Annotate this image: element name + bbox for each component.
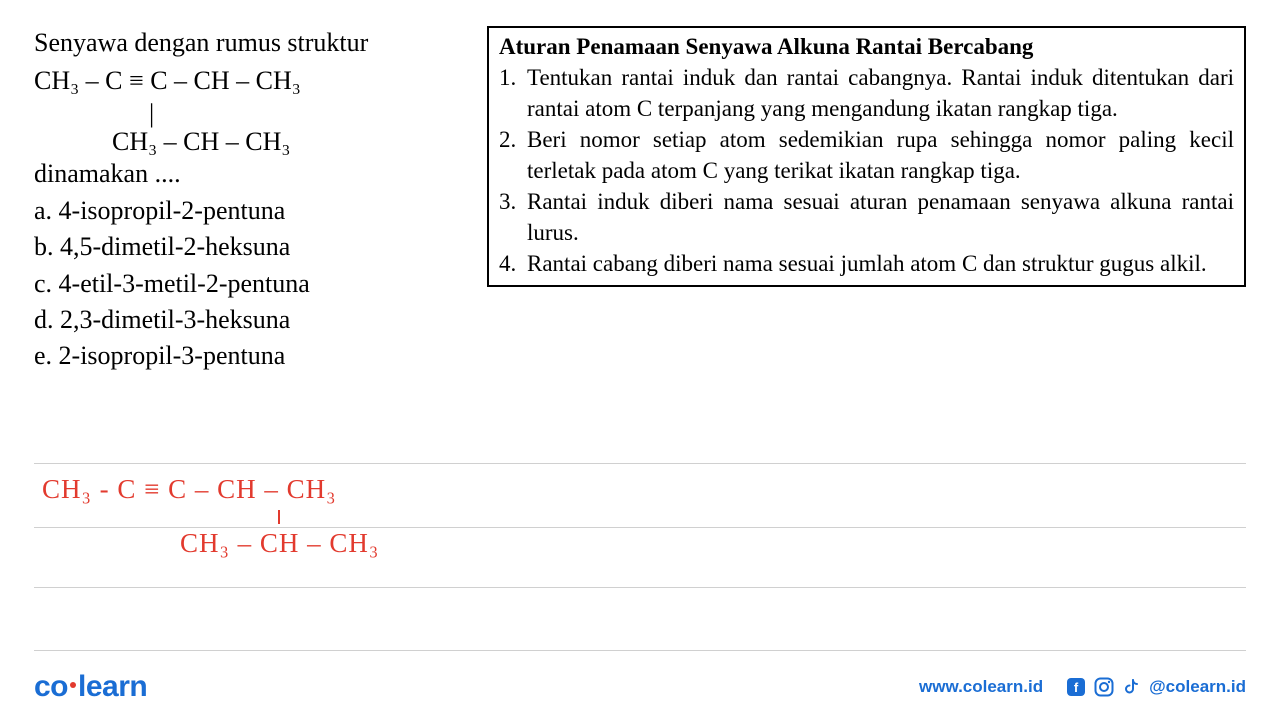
rule-2: 2.Beri nomor setiap atom sedemikian rupa… bbox=[499, 124, 1234, 186]
handwritten-formula-line-2: CH₃ – CH – CH₃ bbox=[180, 528, 379, 559]
rule-3: 3.Rantai induk diberi nama sesuai aturan… bbox=[499, 186, 1234, 248]
logo-co: co bbox=[34, 670, 68, 703]
rule-4: 4.Rantai cabang diberi nama sesuai jumla… bbox=[499, 248, 1234, 279]
rule-text: Beri nomor setiap atom sedemikian rupa s… bbox=[527, 124, 1234, 186]
main-content: Senyawa dengan rumus struktur CH₃ – C ≡ … bbox=[0, 0, 1280, 375]
rules-column: Aturan Penamaan Senyawa Alkuna Rantai Be… bbox=[487, 26, 1246, 375]
option-e: e. 2-isopropil-3-pentuna bbox=[34, 338, 479, 374]
formula-bond-bar: | bbox=[34, 100, 479, 129]
svg-text:f: f bbox=[1074, 680, 1079, 695]
website-url: www.colearn.id bbox=[919, 677, 1043, 697]
ruled-line bbox=[34, 587, 1246, 588]
facebook-icon: f bbox=[1065, 676, 1087, 698]
footer: colearn www.colearn.id f @colearn.id bbox=[34, 670, 1246, 704]
rules-list: 1.Tentukan rantai induk dan rantai caban… bbox=[499, 62, 1234, 279]
handwritten-bond-mark bbox=[278, 510, 280, 524]
rule-number: 1. bbox=[499, 62, 527, 124]
instagram-icon bbox=[1093, 676, 1115, 698]
formula-line-2: CH₃ – CH – CH₃ bbox=[34, 128, 479, 157]
rule-number: 3. bbox=[499, 186, 527, 248]
ruled-line bbox=[34, 650, 1246, 651]
handwritten-formula-line-1: CH₃ - C ≡ C – CH – CH₃ bbox=[42, 474, 337, 505]
rule-number: 4. bbox=[499, 248, 527, 279]
rules-box: Aturan Penamaan Senyawa Alkuna Rantai Be… bbox=[487, 26, 1246, 287]
ruled-line bbox=[34, 463, 1246, 464]
option-d: d. 2,3-dimetil-3-heksuna bbox=[34, 302, 479, 338]
rule-text: Rantai cabang diberi nama sesuai jumlah … bbox=[527, 248, 1234, 279]
option-c: c. 4-etil-3-metil-2-pentuna bbox=[34, 266, 479, 302]
colearn-logo: colearn bbox=[34, 670, 147, 704]
footer-right: www.colearn.id f @colearn.id bbox=[919, 676, 1246, 698]
answer-options: a. 4-isopropil-2-pentuna b. 4,5-dimetil-… bbox=[34, 193, 479, 375]
tiktok-icon bbox=[1121, 676, 1143, 698]
rule-1: 1.Tentukan rantai induk dan rantai caban… bbox=[499, 62, 1234, 124]
rule-text: Tentukan rantai induk dan rantai cabangn… bbox=[527, 62, 1234, 124]
formula-line-1: CH₃ – C ≡ C – CH – CH₃ bbox=[34, 64, 479, 98]
rules-title: Aturan Penamaan Senyawa Alkuna Rantai Be… bbox=[499, 34, 1234, 60]
option-b: b. 4,5-dimetil-2-heksuna bbox=[34, 229, 479, 265]
social-links: f @colearn.id bbox=[1065, 676, 1246, 698]
social-handle: @colearn.id bbox=[1149, 677, 1246, 697]
logo-learn: learn bbox=[78, 670, 147, 703]
question-prompt: dinamakan .... bbox=[34, 159, 479, 189]
logo-dot-icon bbox=[70, 682, 76, 688]
option-a: a. 4-isopropil-2-pentuna bbox=[34, 193, 479, 229]
rule-number: 2. bbox=[499, 124, 527, 186]
rule-text: Rantai induk diberi nama sesuai aturan p… bbox=[527, 186, 1234, 248]
question-title: Senyawa dengan rumus struktur bbox=[34, 26, 479, 60]
question-column: Senyawa dengan rumus struktur CH₃ – C ≡ … bbox=[34, 26, 479, 375]
